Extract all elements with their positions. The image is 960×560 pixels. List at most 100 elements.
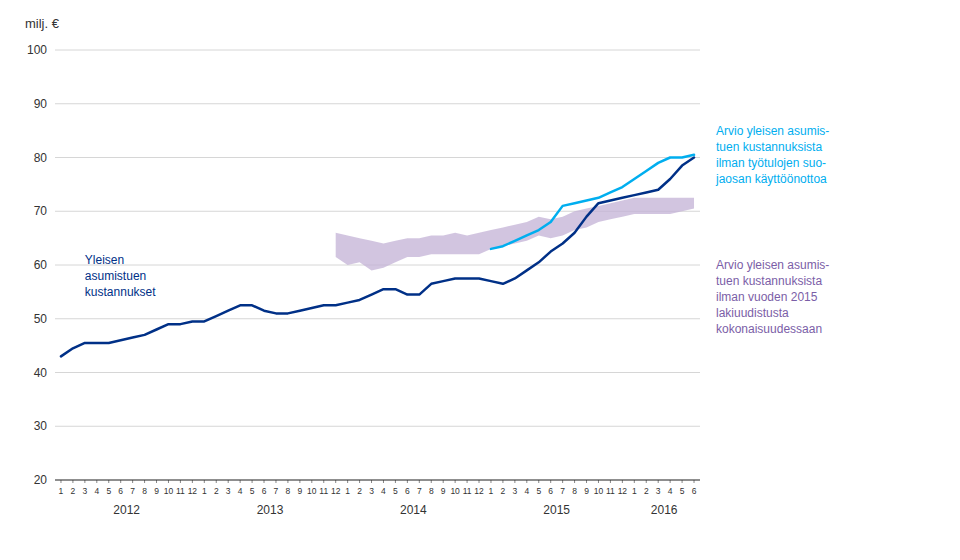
x-tick	[156, 480, 157, 483]
x-tick	[610, 480, 611, 483]
series-label-line: kokonaisuudessaan	[716, 322, 822, 336]
x-tick-label: 9	[154, 486, 159, 496]
x-tick	[168, 480, 169, 483]
x-tick	[275, 480, 276, 483]
x-tick	[216, 480, 217, 483]
x-tick	[646, 480, 647, 483]
x-tick-label: 12	[618, 486, 628, 496]
x-tick-label: 3	[226, 486, 231, 496]
x-tick-label: 4	[238, 486, 243, 496]
x-tick	[694, 480, 695, 483]
series-label: Arvio yleisen asumis-tuen kustannuksista…	[716, 258, 829, 336]
series-label-line: kustannukset	[85, 285, 156, 299]
x-tick	[443, 480, 444, 483]
series-label: Yleisen asumistuen kustannukset	[85, 253, 156, 299]
x-tick	[180, 480, 181, 483]
y-tick-label: 40	[34, 366, 48, 380]
x-tick-label: 3	[656, 486, 661, 496]
x-tick-label: 10	[164, 486, 174, 496]
x-tick-label: 6	[118, 486, 123, 496]
x-group-label: 2015	[543, 503, 570, 517]
x-tick-label: 6	[692, 486, 697, 496]
y-tick-label: 100	[27, 43, 47, 57]
x-tick	[144, 480, 145, 483]
series-label-line: asumistuen	[85, 269, 146, 283]
x-tick-label: 7	[274, 486, 279, 496]
x-tick	[72, 480, 73, 483]
x-tick-label: 1	[632, 486, 637, 496]
x-tick-label: 12	[188, 486, 198, 496]
x-group-label: 2013	[257, 503, 284, 517]
x-tick-label: 9	[441, 486, 446, 496]
x-tick-label: 6	[262, 486, 267, 496]
y-tick-label: 30	[34, 419, 48, 433]
grid-line	[55, 50, 700, 51]
y-tick-label: 80	[34, 151, 48, 165]
x-tick	[264, 480, 265, 483]
x-group-label: 2012	[113, 503, 140, 517]
x-tick	[108, 480, 109, 483]
x-tick-label: 6	[405, 486, 410, 496]
x-tick	[228, 480, 229, 483]
x-tick-label: 2	[501, 486, 506, 496]
x-tick-label: 6	[548, 486, 553, 496]
series-label-line: lakiuudistusta	[716, 306, 789, 320]
x-tick	[526, 480, 527, 483]
x-tick-label: 9	[297, 486, 302, 496]
x-tick	[455, 480, 456, 483]
series-label: Arvio yleisen asumis-tuen kustannuksista…	[715, 124, 829, 186]
x-tick-label: 9	[584, 486, 589, 496]
grid-line	[55, 372, 700, 373]
x-tick-label: 10	[594, 486, 604, 496]
x-tick-label: 8	[429, 486, 434, 496]
x-tick-label: 7	[130, 486, 135, 496]
x-tick	[682, 480, 683, 483]
x-tick-label: 10	[450, 486, 460, 496]
x-tick-label: 2	[214, 486, 219, 496]
x-tick-label: 1	[202, 486, 207, 496]
y-tick-label: 60	[34, 258, 48, 272]
x-group-label: 2014	[400, 503, 427, 517]
x-tick	[514, 480, 515, 483]
x-tick-label: 2	[644, 486, 649, 496]
x-tick-label: 7	[417, 486, 422, 496]
series-label-line: Arvio yleisen asumis-	[716, 124, 829, 138]
grid-line	[55, 426, 700, 427]
x-tick-label: 4	[381, 486, 386, 496]
x-tick	[359, 480, 360, 483]
x-tick-label: 7	[560, 486, 565, 496]
x-tick	[502, 480, 503, 483]
x-tick	[96, 480, 97, 483]
x-tick	[670, 480, 671, 483]
x-tick-label: 10	[307, 486, 317, 496]
x-tick	[335, 480, 336, 483]
band-area	[336, 198, 694, 271]
x-tick	[538, 480, 539, 483]
x-tick-label: 4	[668, 486, 673, 496]
series-label-line: ilman vuoden 2015	[716, 290, 818, 304]
x-tick-label: 8	[142, 486, 147, 496]
y-grid	[55, 50, 700, 480]
grid-line	[55, 318, 700, 319]
x-tick-label: 5	[250, 486, 255, 496]
x-tick	[287, 480, 288, 483]
x-axis-line	[55, 480, 700, 481]
x-tick-label: 8	[286, 486, 291, 496]
x-tick-label: 12	[474, 486, 484, 496]
x-tick	[586, 480, 587, 483]
plot-area	[61, 155, 694, 357]
x-tick-label: 5	[536, 486, 541, 496]
x-tick-label: 5	[680, 486, 685, 496]
x-tick	[467, 480, 468, 483]
x-tick-label: 11	[319, 486, 328, 496]
x-tick	[383, 480, 384, 483]
x-tick-label: 5	[106, 486, 111, 496]
x-tick-label: 11	[176, 486, 185, 496]
x-tick-label: 4	[94, 486, 99, 496]
y-tick-label: 70	[34, 204, 48, 218]
y-tick-label: 20	[34, 473, 48, 487]
x-tick	[622, 480, 623, 483]
x-tick	[347, 480, 348, 483]
series-label-line: Yleisen	[85, 253, 124, 267]
x-tick	[598, 480, 599, 483]
